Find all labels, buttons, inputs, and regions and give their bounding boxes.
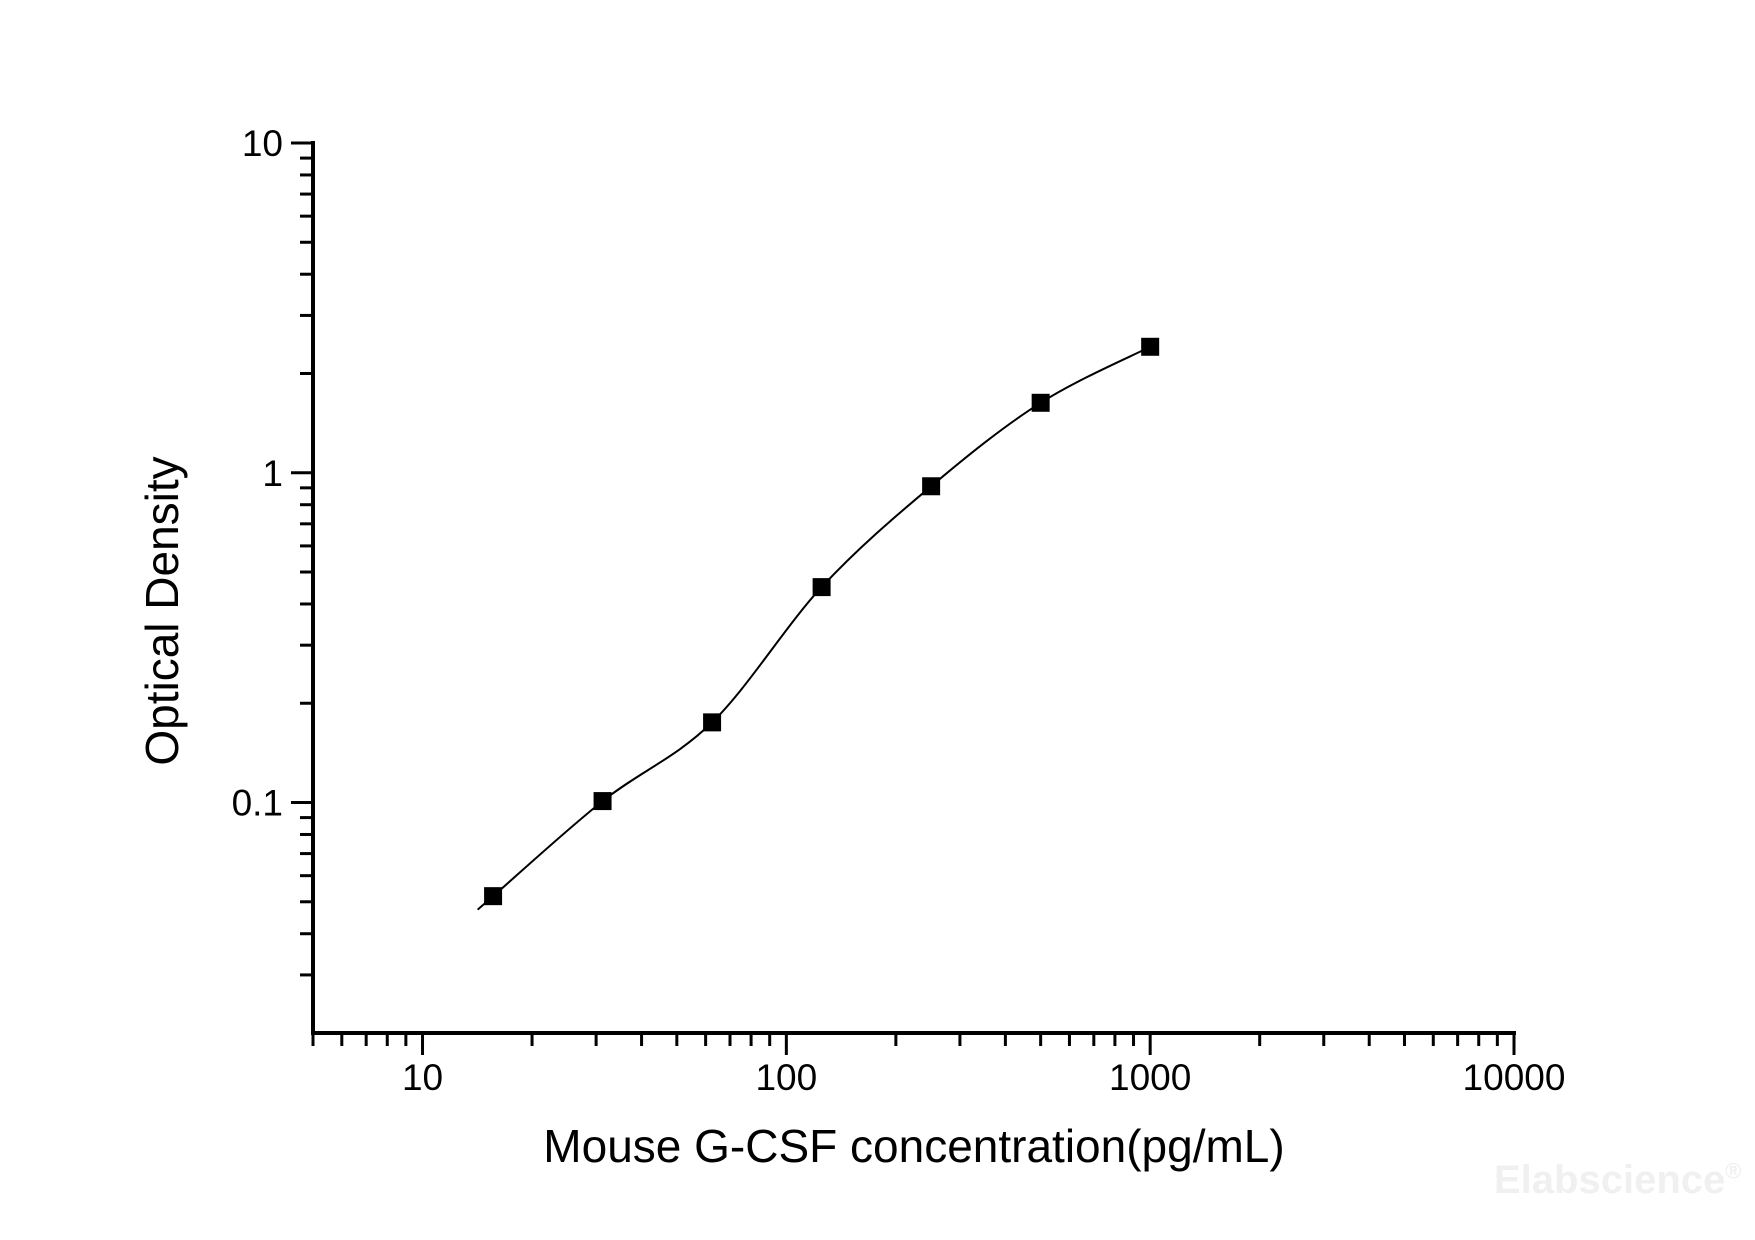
y-axis-ticks: [291, 141, 313, 977]
standard-curve-line: [477, 345, 1151, 911]
y-tick-label: 1: [262, 453, 283, 494]
x-axis-title: Mouse G-CSF concentration(pg/mL): [543, 1120, 1284, 1172]
data-point: [593, 792, 612, 811]
x-tick-label: 10000: [1463, 1057, 1566, 1098]
data-point: [703, 713, 722, 732]
y-tick-label: 0.1: [232, 783, 283, 824]
data-point: [922, 477, 941, 496]
data-point: [484, 887, 503, 906]
y-tick-label: 10: [242, 123, 283, 164]
elabscience-watermark: Elabscience®: [1494, 1158, 1741, 1203]
x-tick-label: 10: [402, 1057, 443, 1098]
data-point: [1031, 393, 1050, 412]
x-tick-label: 100: [755, 1057, 817, 1098]
x-axis-tick-labels: 10 100 1000 10000: [402, 1057, 1566, 1098]
data-point-markers: [484, 337, 1160, 906]
watermark-text: Elabscience: [1494, 1158, 1726, 1202]
data-point: [1141, 337, 1160, 356]
y-axis-title: Optical Density: [136, 456, 188, 765]
y-axis-tick-labels: 0.1 1 10: [232, 123, 283, 824]
x-axis-ticks: [311, 1033, 1516, 1055]
data-point: [812, 578, 831, 597]
x-tick-label: 1000: [1109, 1057, 1191, 1098]
registered-trademark-icon: ®: [1725, 1158, 1742, 1184]
